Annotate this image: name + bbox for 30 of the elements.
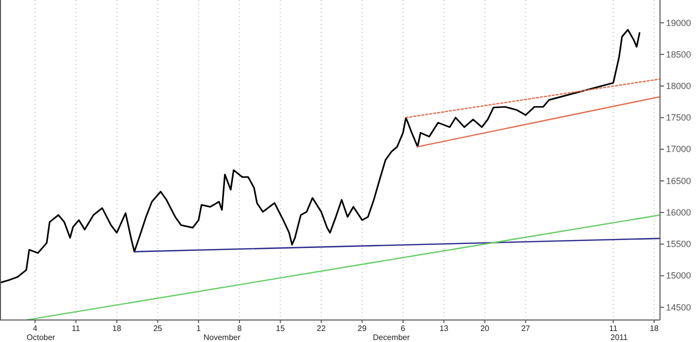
y-tick-label: 18500 [666,49,692,60]
y-tick-label: 17500 [666,112,692,123]
y-tick-label: 18000 [666,81,692,92]
x-tick-label: 4 [32,324,38,333]
x-tick-label: 13 [439,324,449,333]
x-tick-label: 1 [196,324,202,333]
y-tick-label: 19000 [666,18,692,28]
x2-tick-label: 2011 [610,333,628,342]
x-tick-label: 11 [609,324,618,333]
x-tick-label: 18 [112,324,122,333]
x-tick-label: 20 [480,324,490,333]
x2-tick-label: November [203,333,241,342]
y-tick-label: 15000 [666,270,692,281]
x-tick-label: 29 [358,324,368,333]
y-tick-label: 14500 [666,302,692,312]
x-tick-label: 11 [72,324,81,333]
x2-tick-label: October [26,333,56,342]
x-tick-label: 27 [521,324,531,333]
line-series [0,28,640,284]
x2-tick-label: December [372,333,410,342]
y-tick-label: 16000 [666,207,692,218]
x-tick-label: 8 [237,324,242,333]
x-tick-label: 22 [316,324,326,333]
x-tick-label: 25 [153,324,163,333]
y-tick-label: 15500 [666,239,692,250]
y-tick-label: 16500 [666,176,692,186]
y-tick-label: 17000 [666,144,692,154]
x-tick-label: 15 [276,324,286,333]
x-tick-label: 6 [400,324,406,333]
x-tick-label: 18 [650,324,660,333]
